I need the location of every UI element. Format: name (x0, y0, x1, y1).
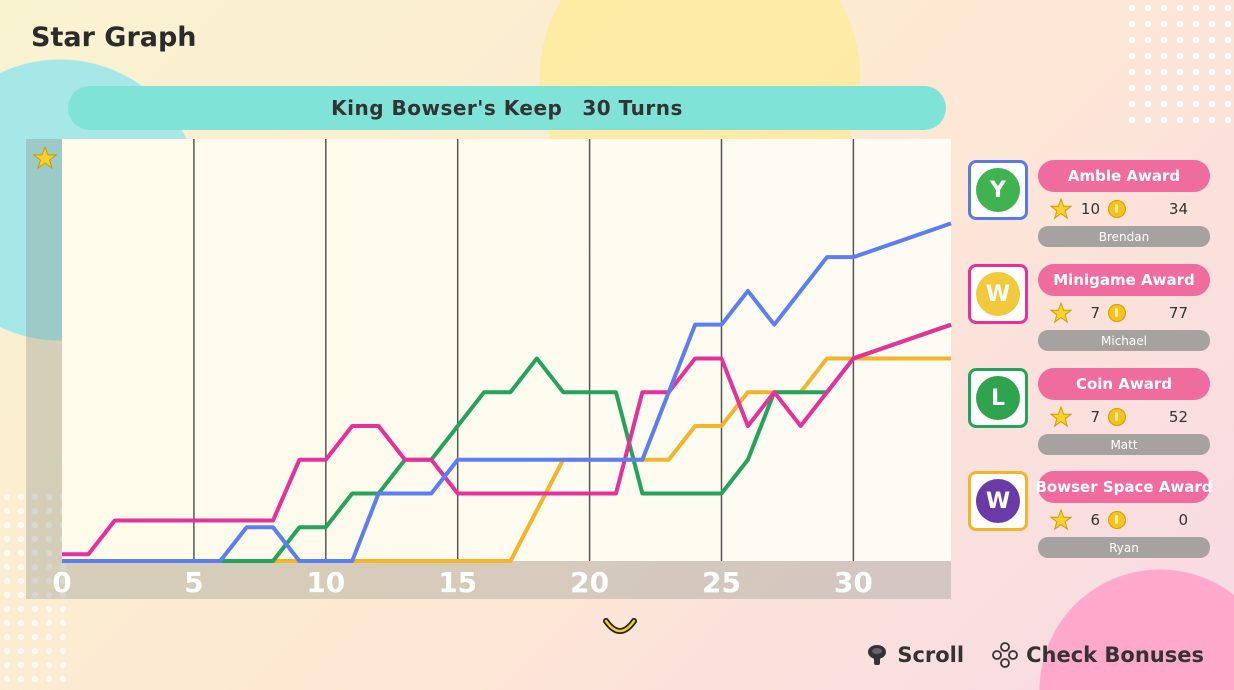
right-stick-icon (868, 645, 887, 665)
star-icon (1050, 302, 1072, 324)
graph-area (62, 139, 951, 561)
x-tick-label: 10 (306, 566, 345, 599)
series-line-1 (62, 322, 952, 563)
series-line-2 (62, 322, 952, 557)
scroll-hint[interactable]: Scroll (865, 643, 964, 667)
character-portrait: W (968, 264, 1028, 324)
award-card: Y Amble Award 10 34 Brendan (968, 160, 1212, 252)
check-bonuses-label: Check Bonuses (1026, 643, 1204, 667)
character-portrait: Y (968, 160, 1028, 220)
award-title: Coin Award (1038, 368, 1210, 400)
page-title: Star Graph (31, 22, 197, 53)
star-icon (1050, 509, 1072, 531)
coin-icon (1108, 304, 1126, 322)
player-name: Michael (1038, 330, 1210, 351)
star-icon (33, 146, 57, 170)
award-card: L Coin Award 7 52 Matt (968, 368, 1212, 460)
check-bonuses-hint[interactable]: Check Bonuses (992, 642, 1204, 668)
board-banner: King Bowser's Keep 30 Turns (68, 86, 946, 130)
award-stats: 10 34 (1050, 198, 1210, 222)
decor-dots-left (0, 490, 70, 690)
star-count: 7 (1090, 304, 1100, 322)
yoshi-icon: Y (976, 168, 1020, 212)
star-count: 7 (1090, 408, 1100, 426)
award-title: Bowser Space Award (1036, 471, 1213, 503)
wario-icon: W (976, 272, 1020, 316)
award-stats: 7 52 (1050, 406, 1210, 430)
star-count: 6 (1090, 511, 1100, 529)
player-name: Matt (1038, 434, 1210, 455)
coin-icon (1108, 200, 1126, 218)
coin-count: 0 (1178, 511, 1188, 529)
award-card: W Minigame Award 7 77 Michael (968, 264, 1212, 356)
luigi-icon: L (976, 376, 1020, 420)
coin-icon (1108, 511, 1126, 529)
waluigi-icon: W (976, 479, 1020, 523)
star-icon (1050, 198, 1072, 220)
player-name: Brendan (1038, 226, 1210, 247)
x-tick-label: 25 (702, 566, 741, 599)
x-tick-label: 30 (834, 566, 873, 599)
dpad-buttons-icon (992, 642, 1018, 668)
award-title: Minigame Award (1038, 264, 1210, 296)
award-card: W Bowser Space Award 6 0 Ryan (968, 471, 1213, 563)
coin-icon (1108, 408, 1126, 426)
award-stats: 7 77 (1050, 302, 1210, 326)
scroll-label: Scroll (897, 643, 965, 667)
character-portrait: W (968, 471, 1028, 531)
coin-count: 34 (1168, 200, 1188, 218)
player-name: Ryan (1038, 537, 1210, 558)
turn-count: 30 Turns (582, 96, 683, 120)
x-tick-label: 5 (184, 566, 203, 599)
board-name: King Bowser's Keep (331, 96, 563, 120)
footer-hints: Scroll Check Bonuses (837, 640, 1204, 670)
series-line-3 (62, 221, 952, 563)
coin-count: 52 (1168, 408, 1188, 426)
character-portrait: L (968, 368, 1028, 428)
decor-dots-right (1124, 0, 1234, 130)
chevron-down-icon[interactable] (601, 613, 639, 643)
x-tick-label: 20 (570, 566, 609, 599)
award-title: Amble Award (1038, 160, 1210, 192)
star-count: 10 (1080, 200, 1100, 218)
star-icon (1050, 406, 1072, 428)
coin-count: 77 (1168, 304, 1188, 322)
x-tick-label: 15 (438, 566, 477, 599)
x-tick-label: 0 (52, 566, 71, 599)
